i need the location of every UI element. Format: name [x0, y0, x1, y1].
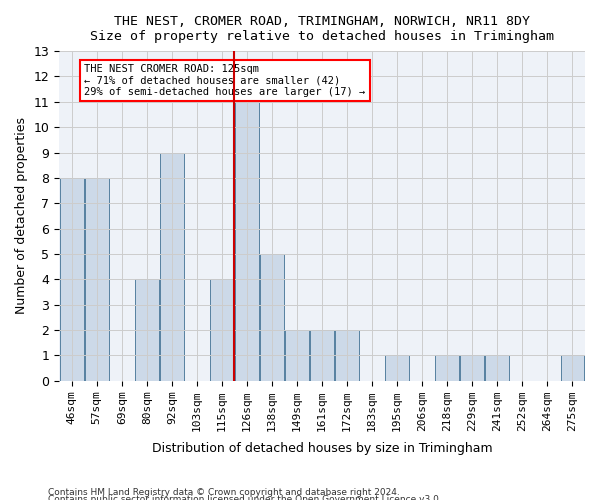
X-axis label: Distribution of detached houses by size in Trimingham: Distribution of detached houses by size … [152, 442, 493, 455]
Text: THE NEST CROMER ROAD: 125sqm
← 71% of detached houses are smaller (42)
29% of se: THE NEST CROMER ROAD: 125sqm ← 71% of de… [84, 64, 365, 97]
Bar [210, 280, 234, 380]
Y-axis label: Number of detached properties: Number of detached properties [15, 118, 28, 314]
Bar [260, 254, 284, 380]
Text: Contains HM Land Registry data © Crown copyright and database right 2024.: Contains HM Land Registry data © Crown c… [48, 488, 400, 497]
Bar [135, 280, 158, 380]
Bar [85, 178, 109, 380]
Bar [436, 356, 459, 380]
Bar [60, 178, 83, 380]
Text: Contains public sector information licensed under the Open Government Licence v3: Contains public sector information licen… [48, 496, 442, 500]
Title: THE NEST, CROMER ROAD, TRIMINGHAM, NORWICH, NR11 8DY
Size of property relative t: THE NEST, CROMER ROAD, TRIMINGHAM, NORWI… [90, 15, 554, 43]
Bar [310, 330, 334, 380]
Bar [160, 152, 184, 380]
Bar [460, 356, 484, 380]
Bar [385, 356, 409, 380]
Bar [560, 356, 584, 380]
Bar [335, 330, 359, 380]
Bar [285, 330, 309, 380]
Bar [235, 102, 259, 380]
Bar [485, 356, 509, 380]
